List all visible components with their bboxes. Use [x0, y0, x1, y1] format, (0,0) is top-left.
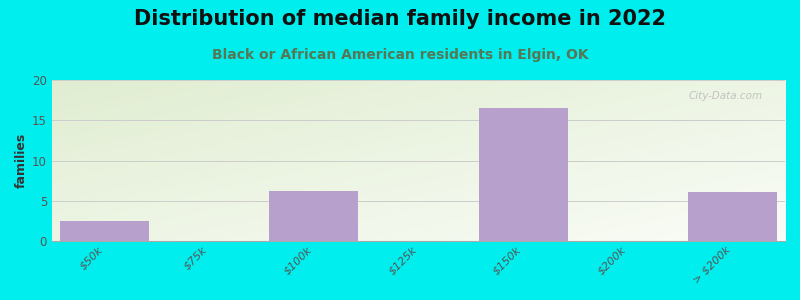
Text: Black or African American residents in Elgin, OK: Black or African American residents in E…: [212, 48, 588, 62]
Bar: [478, 108, 568, 241]
Text: Distribution of median family income in 2022: Distribution of median family income in …: [134, 9, 666, 29]
Bar: [688, 192, 777, 241]
Bar: [270, 191, 358, 241]
Bar: [60, 221, 149, 241]
Y-axis label: families: families: [15, 133, 28, 188]
Text: City-Data.com: City-Data.com: [689, 91, 763, 101]
